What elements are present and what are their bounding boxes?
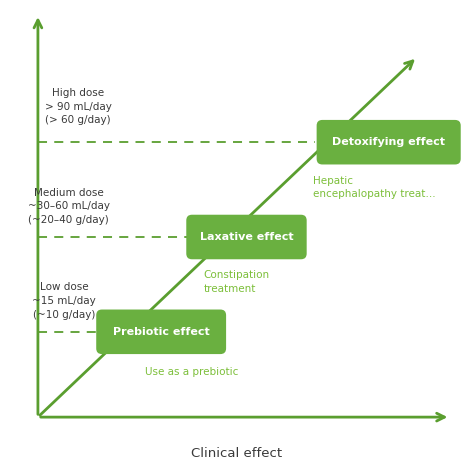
Text: Constipation
treatment: Constipation treatment xyxy=(204,271,270,293)
Text: Medium dose
~30–60 mL/day
(~20–40 g/day): Medium dose ~30–60 mL/day (~20–40 g/day) xyxy=(28,188,109,225)
Text: Detoxifying effect: Detoxifying effect xyxy=(332,137,445,147)
Text: Use as a prebiotic: Use as a prebiotic xyxy=(145,367,238,377)
Text: Hepatic
encephalopathy treat…: Hepatic encephalopathy treat… xyxy=(313,176,436,199)
Text: Clinical effect: Clinical effect xyxy=(191,447,283,460)
Text: Low dose
~15 mL/day
(~10 g/day): Low dose ~15 mL/day (~10 g/day) xyxy=(32,283,96,319)
FancyBboxPatch shape xyxy=(317,120,461,164)
Text: Prebiotic effect: Prebiotic effect xyxy=(113,327,210,337)
FancyBboxPatch shape xyxy=(96,310,226,354)
Text: High dose
> 90 mL/day
(> 60 g/day): High dose > 90 mL/day (> 60 g/day) xyxy=(45,88,112,125)
Text: Laxative effect: Laxative effect xyxy=(200,232,293,242)
FancyBboxPatch shape xyxy=(186,215,307,259)
